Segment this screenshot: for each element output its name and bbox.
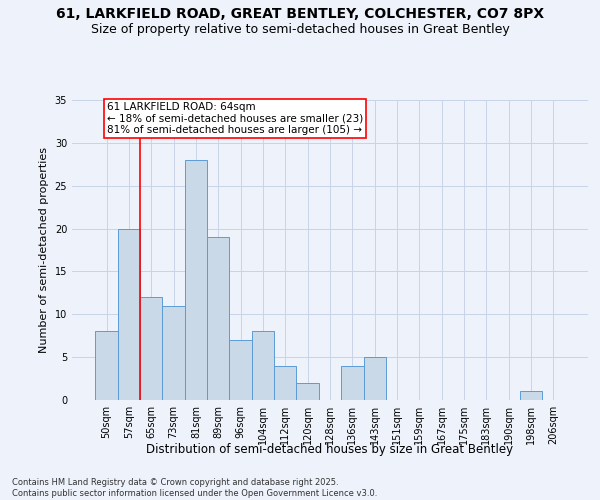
Bar — [364, 357, 386, 400]
Bar — [185, 160, 207, 400]
Text: Contains HM Land Registry data © Crown copyright and database right 2025.
Contai: Contains HM Land Registry data © Crown c… — [12, 478, 377, 498]
Text: Distribution of semi-detached houses by size in Great Bentley: Distribution of semi-detached houses by … — [146, 442, 514, 456]
Bar — [274, 366, 296, 400]
Bar — [207, 237, 229, 400]
Bar — [341, 366, 364, 400]
Bar — [163, 306, 185, 400]
Text: 61, LARKFIELD ROAD, GREAT BENTLEY, COLCHESTER, CO7 8PX: 61, LARKFIELD ROAD, GREAT BENTLEY, COLCH… — [56, 8, 544, 22]
Bar — [95, 332, 118, 400]
Text: 61 LARKFIELD ROAD: 64sqm
← 18% of semi-detached houses are smaller (23)
81% of s: 61 LARKFIELD ROAD: 64sqm ← 18% of semi-d… — [107, 102, 364, 135]
Text: Size of property relative to semi-detached houses in Great Bentley: Size of property relative to semi-detach… — [91, 22, 509, 36]
Y-axis label: Number of semi-detached properties: Number of semi-detached properties — [39, 147, 49, 353]
Bar — [229, 340, 252, 400]
Bar — [252, 332, 274, 400]
Bar — [140, 297, 163, 400]
Bar — [296, 383, 319, 400]
Bar — [520, 392, 542, 400]
Bar — [118, 228, 140, 400]
